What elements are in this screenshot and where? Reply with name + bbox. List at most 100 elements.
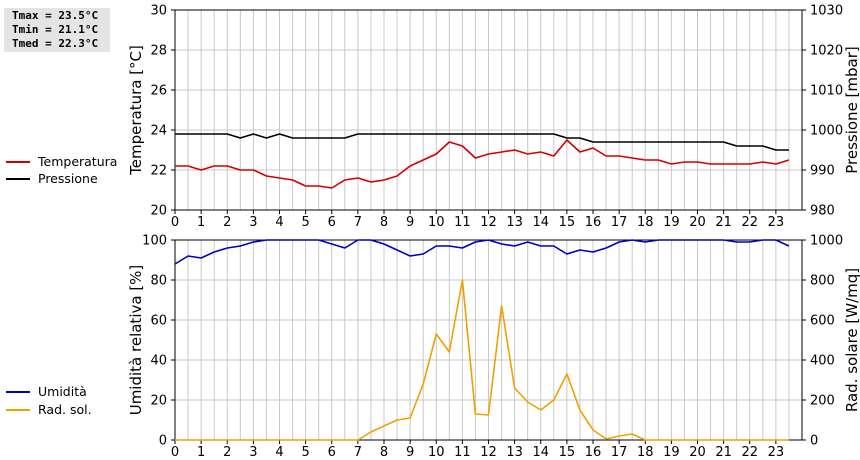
bottom-x-tick-label: 23	[768, 445, 785, 460]
bottom-right-tick-label: 400	[810, 354, 835, 369]
top-x-tick-label: 18	[637, 215, 654, 230]
top-right-tick-label: 990	[810, 164, 835, 179]
bottom-right-tick-label: 0	[810, 434, 818, 449]
top-x-tick-label: 3	[249, 215, 257, 230]
top-x-tick-label: 23	[768, 215, 785, 230]
top-y-axis-title-right: Pressione [mbar]	[843, 46, 860, 174]
top-left-tick-label: 22	[150, 164, 167, 179]
bottom-x-tick-label: 10	[428, 445, 445, 460]
bottom-x-tick-label: 16	[585, 445, 602, 460]
bottom-x-tick-label: 12	[480, 445, 497, 460]
bottom-x-tick-label: 17	[611, 445, 628, 460]
top-x-tick-label: 17	[611, 215, 628, 230]
top-x-tick-label: 1	[197, 215, 205, 230]
top-right-tick-label: 1000	[810, 124, 843, 139]
legend-item-temperature: Temperatura	[6, 153, 117, 170]
top-left-tick-label: 26	[150, 84, 167, 99]
bottom-left-tick-label: 60	[150, 314, 167, 329]
legend-label-humidity: Umidità	[38, 384, 87, 399]
legend-swatch-temperature	[6, 160, 30, 163]
top-left-tick-label: 24	[150, 124, 167, 139]
bottom-x-tick-label: 20	[689, 445, 706, 460]
legend-bottom: Umidità	[6, 383, 87, 400]
bottom-y-axis-title-right: Rad. solare [W/mq]	[843, 268, 860, 412]
stat-tmed: Tmed = 22.3°C	[12, 37, 99, 50]
top-series-pressione	[175, 133, 789, 151]
bottom-series-rad-sol	[175, 279, 789, 441]
top-x-tick-label: 10	[428, 215, 445, 230]
legend-item-solar: Rad. sol.	[6, 401, 92, 418]
stat-tmin: Tmin = 21.1°C	[12, 23, 99, 36]
top-x-tick-label: 12	[480, 215, 497, 230]
legend-item-pressure: Pressione	[6, 170, 117, 187]
bottom-x-tick-label: 21	[715, 445, 732, 460]
bottom-x-tick-label: 4	[275, 445, 283, 460]
stat-tmax: Tmax = 23.5°C	[12, 9, 99, 22]
bottom-x-tick-label: 5	[301, 445, 309, 460]
top-x-tick-label: 4	[275, 215, 283, 230]
bottom-x-tick-label: 22	[741, 445, 758, 460]
bottom-x-tick-label: 8	[380, 445, 388, 460]
top-x-tick-label: 6	[328, 215, 336, 230]
stats-box: Tmax = 23.5°C Tmin = 21.1°C Tmed = 22.3°…	[4, 8, 110, 52]
top-x-tick-label: 8	[380, 215, 388, 230]
bottom-right-tick-label: 1000	[810, 234, 843, 249]
bottom-x-tick-label: 9	[406, 445, 414, 460]
bottom-x-tick-label: 19	[663, 445, 680, 460]
bottom-x-tick-label: 11	[454, 445, 471, 460]
bottom-x-tick-label: 13	[506, 445, 523, 460]
top-x-tick-label: 16	[585, 215, 602, 230]
legend-label-temperature: Temperatura	[38, 154, 118, 169]
top-x-tick-label: 21	[715, 215, 732, 230]
legend-swatch-humidity	[6, 390, 30, 393]
bottom-x-tick-label: 2	[223, 445, 231, 460]
top-x-tick-label: 2	[223, 215, 231, 230]
bottom-left-tick-label: 0	[159, 434, 167, 449]
bottom-y-axis-title-left: Umidità relativa [%]	[127, 265, 145, 416]
top-x-tick-label: 22	[741, 215, 758, 230]
top-x-tick-label: 13	[506, 215, 523, 230]
bottom-x-tick-label: 1	[197, 445, 205, 460]
bottom-x-tick-label: 14	[532, 445, 549, 460]
legend-top: Temperatura Pressione	[6, 153, 117, 187]
bottom-left-tick-label: 40	[150, 354, 167, 369]
legend-item-humidity: Umidità	[6, 383, 87, 400]
bottom-right-tick-label: 800	[810, 274, 835, 289]
top-x-tick-label: 19	[663, 215, 680, 230]
top-left-tick-label: 30	[150, 4, 167, 19]
top-x-tick-label: 5	[301, 215, 309, 230]
top-series-temperatura	[175, 139, 790, 189]
top-y-axis-title-left: Temperatura [°C]	[127, 45, 145, 176]
top-left-tick-label: 28	[150, 44, 167, 59]
bottom-series-umidit	[174, 239, 790, 265]
top-right-tick-label: 1010	[810, 84, 843, 99]
bottom-x-tick-label: 0	[171, 445, 179, 460]
bottom-x-tick-label: 15	[559, 445, 576, 460]
top-x-tick-label: 0	[171, 215, 179, 230]
bottom-x-tick-label: 6	[328, 445, 336, 460]
top-x-tick-label: 7	[354, 215, 362, 230]
legend-swatch-solar	[6, 408, 30, 411]
top-x-tick-label: 11	[454, 215, 471, 230]
top-x-tick-label: 20	[689, 215, 706, 230]
top-left-tick-label: 20	[150, 204, 167, 219]
legend-swatch-pressure	[6, 177, 30, 180]
top-x-tick-label: 9	[406, 215, 414, 230]
top-right-tick-label: 1020	[810, 44, 843, 59]
top-x-tick-label: 14	[532, 215, 549, 230]
top-right-tick-label: 1030	[810, 4, 843, 19]
bottom-right-tick-label: 600	[810, 314, 835, 329]
legend-bottom-2: Rad. sol.	[6, 401, 92, 418]
bottom-right-tick-label: 200	[810, 394, 835, 409]
legend-label-solar: Rad. sol.	[38, 402, 92, 417]
bottom-left-tick-label: 80	[150, 274, 167, 289]
legend-label-pressure: Pressione	[38, 171, 98, 186]
top-x-tick-label: 15	[559, 215, 576, 230]
bottom-x-tick-label: 3	[249, 445, 257, 460]
bottom-left-tick-label: 100	[142, 234, 167, 249]
bottom-x-tick-label: 18	[637, 445, 654, 460]
top-right-tick-label: 980	[810, 204, 835, 219]
bottom-left-tick-label: 20	[150, 394, 167, 409]
bottom-x-tick-label: 7	[354, 445, 362, 460]
